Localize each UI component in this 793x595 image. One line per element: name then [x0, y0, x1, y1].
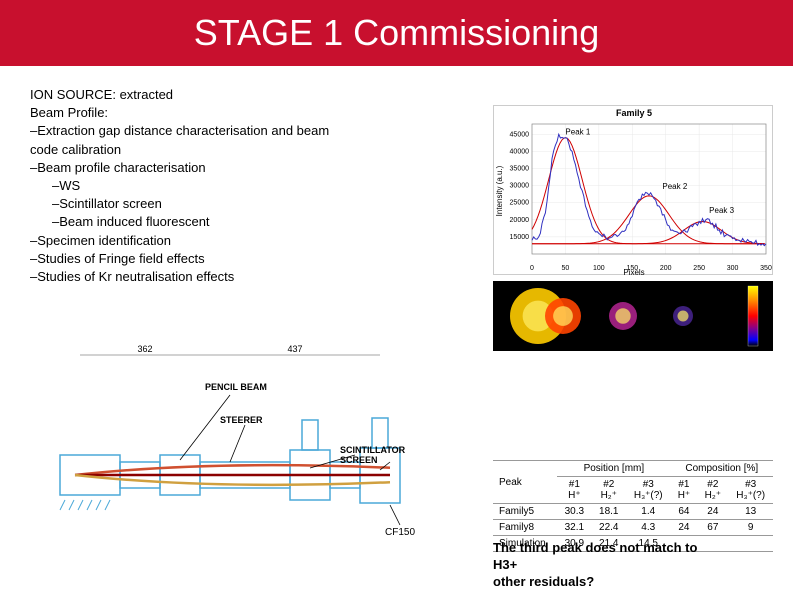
- schematic-svg: 362 437 CF150: [30, 340, 450, 540]
- schematic-label-scint: SCINTILLATOR SCREEN: [340, 445, 405, 465]
- svg-text:50: 50: [562, 265, 570, 272]
- chart-area: 0501001502002503003501500020000250003000…: [493, 105, 773, 351]
- svg-text:15000: 15000: [510, 234, 530, 241]
- svg-text:CF150: CF150: [385, 527, 415, 538]
- svg-text:Pixels: Pixels: [623, 268, 644, 276]
- note-text: The third peak does not match to H3+ oth…: [493, 540, 773, 591]
- svg-text:2500: 2500: [763, 320, 773, 327]
- line-chart: 0501001502002503003501500020000250003000…: [493, 105, 773, 275]
- svg-text:362: 362: [137, 344, 152, 354]
- schematic: 362 437 CF150 PENCIL BEAM STEERER SCINTILL…: [30, 340, 450, 540]
- svg-text:437: 437: [287, 344, 302, 354]
- svg-text:Family 5: Family 5: [616, 108, 652, 118]
- svg-text:250: 250: [693, 265, 705, 272]
- schematic-label-pencil: PENCIL BEAM: [205, 382, 267, 392]
- note-line: other residuals?: [493, 574, 773, 591]
- svg-text:20000: 20000: [510, 217, 530, 224]
- svg-text:45000: 45000: [510, 131, 530, 138]
- svg-text:30000: 30000: [510, 183, 530, 190]
- svg-text:35000: 35000: [510, 165, 530, 172]
- svg-text:0: 0: [530, 265, 534, 272]
- svg-text:Peak 3: Peak 3: [709, 206, 734, 215]
- bullet-heading-1: ION SOURCE: extracted: [30, 86, 763, 104]
- schematic-label-steerer: STEERER: [220, 415, 263, 425]
- heatmap-svg: 3000 2500 y (Pixels): [493, 281, 773, 351]
- svg-text:300: 300: [727, 265, 739, 272]
- table-area: PeakPosition [mm]Composition [%]#1 H⁺#2 …: [493, 460, 773, 552]
- svg-text:25000: 25000: [510, 200, 530, 207]
- svg-text:200: 200: [660, 265, 672, 272]
- note-line: The third peak does not match to: [493, 540, 773, 557]
- svg-text:3000: 3000: [763, 290, 773, 297]
- svg-text:100: 100: [593, 265, 605, 272]
- svg-text:y (Pixels): y (Pixels): [493, 283, 501, 316]
- svg-text:Intensity (a.u.): Intensity (a.u.): [495, 165, 504, 216]
- svg-text:350: 350: [760, 265, 772, 272]
- svg-text:40000: 40000: [510, 148, 530, 155]
- heatmap: 3000 2500 y (Pixels): [493, 281, 773, 351]
- title-bar: STAGE 1 Commissioning: [0, 0, 793, 66]
- data-table: PeakPosition [mm]Composition [%]#1 H⁺#2 …: [493, 460, 773, 552]
- svg-text:Peak 2: Peak 2: [662, 182, 687, 191]
- note-line: H3+: [493, 557, 773, 574]
- page-title: STAGE 1 Commissioning: [194, 12, 599, 53]
- line-chart-svg: 0501001502002503003501500020000250003000…: [494, 106, 774, 276]
- svg-text:Peak 1: Peak 1: [565, 127, 590, 136]
